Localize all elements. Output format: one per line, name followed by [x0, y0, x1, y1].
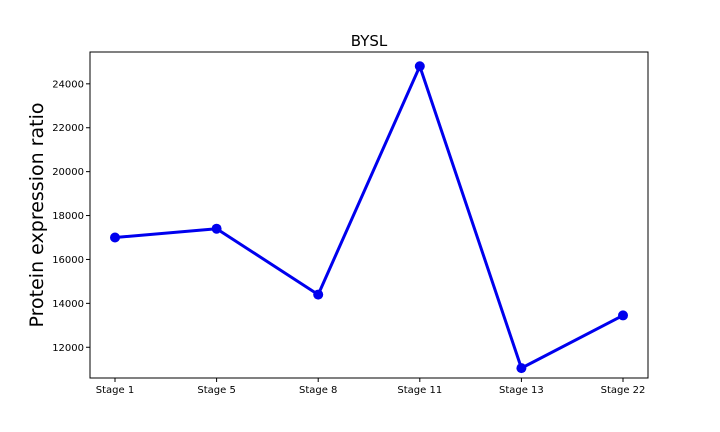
y-tick-label: 12000: [52, 343, 84, 354]
series-group: [110, 61, 628, 374]
series-line: [114, 64, 624, 370]
chart-title: BYSL: [351, 32, 388, 50]
data-point: [414, 61, 425, 72]
x-axis-ticks: Stage 1 Stage 5 Stage 8 Stage 11 Stage 13 Sta…: [96, 378, 646, 396]
data-point: [516, 363, 527, 374]
x-tick-label: Stage 1: [96, 385, 134, 396]
data-point: [618, 310, 628, 321]
x-tick-label: Stage 22: [601, 385, 646, 396]
x-tick-label: Stage 11: [397, 385, 442, 396]
y-tick-label: 24000: [52, 79, 84, 90]
y-axis-label: Protein expression ratio: [26, 103, 48, 328]
y-tick-label: 14000: [52, 299, 84, 310]
y-tick-label: 20000: [52, 167, 84, 178]
x-tick-label: Stage 5: [197, 385, 235, 396]
data-point: [313, 289, 324, 300]
x-tick-label: Stage 13: [499, 385, 544, 396]
y-tick-label: 22000: [52, 123, 84, 134]
plot-frame: [89, 51, 649, 379]
data-point: [110, 232, 120, 243]
y-axis-ticks: 12000 14000 16000 18000 20000 22000 24000: [52, 79, 90, 354]
y-tick-label: 16000: [52, 255, 84, 266]
data-point: [211, 223, 222, 234]
y-tick-label: 18000: [52, 211, 84, 222]
x-tick-label: Stage 8: [299, 385, 337, 396]
